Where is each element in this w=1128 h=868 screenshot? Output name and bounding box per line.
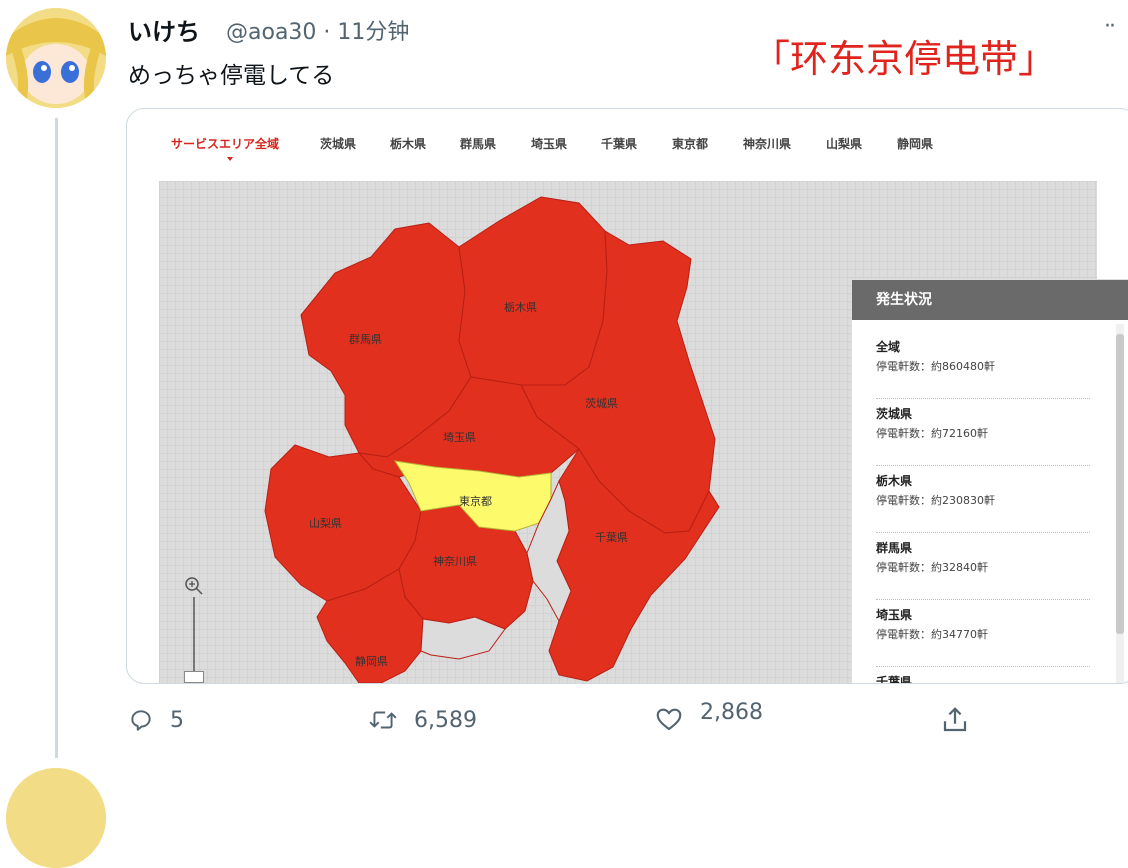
status-panel: 発生状況 全域 停電軒数：約860480軒 茨城県 停電軒数：約72160軒 栃… <box>851 279 1128 684</box>
map-label-gunma: 群馬県 <box>349 332 382 346</box>
nav-tab-saitama[interactable]: 埼玉県 <box>531 137 568 151</box>
reply-avatar-image <box>6 768 106 868</box>
retweet-button[interactable]: 6,589 <box>368 700 477 740</box>
nav-tab-kanagawa[interactable]: 神奈川県 <box>743 137 792 151</box>
nav-tab-yamanashi[interactable]: 山梨県 <box>826 137 863 151</box>
share-button[interactable] <box>940 700 970 740</box>
status-panel-title: 発生状況 <box>852 280 1128 320</box>
retweet-icon <box>369 711 397 729</box>
tweet-actions: 5 6,589 2,868 <box>0 700 1128 750</box>
nav-tab-tokyo[interactable]: 東京都 <box>672 137 709 151</box>
meta-separator: · <box>323 20 331 45</box>
like-count: 2,868 <box>700 699 763 725</box>
map-label-chiba: 千葉県 <box>595 530 628 544</box>
status-count: 停電軒数：約860480軒 <box>876 360 995 373</box>
status-row-saitama[interactable]: 埼玉県 停電軒数：約34770軒 <box>876 600 1090 667</box>
region-nav: サービスエリア全域 茨城県 栃木県 群馬県 埼玉県 千葉県 東京都 神奈川県 山… <box>159 109 1119 181</box>
nav-tab-ibaraki[interactable]: 茨城県 <box>320 137 357 151</box>
map-label-shizuoka: 静岡県 <box>355 654 388 668</box>
status-name: 群馬県 <box>876 541 913 555</box>
nav-tab-gunma[interactable]: 群馬県 <box>460 137 497 151</box>
share-icon <box>943 707 967 732</box>
status-count: 停電軒数：約32840軒 <box>876 561 988 574</box>
like-button[interactable]: 2,868 <box>654 692 763 732</box>
status-name: 栃木県 <box>876 474 913 488</box>
status-row-ibaraki[interactable]: 茨城県 停電軒数：約72160軒 <box>876 399 1090 466</box>
map-label-saitama: 埼玉県 <box>443 430 476 444</box>
nav-tab-shizuoka[interactable]: 静岡県 <box>897 137 934 151</box>
more-options-icon[interactable]: ·· <box>1104 14 1116 39</box>
reply-icon <box>131 710 151 731</box>
status-count: 停電軒数：約230830軒 <box>876 494 995 507</box>
status-row-chiba[interactable]: 千葉県 停電軒数：約41390軒 <box>876 667 1090 684</box>
nav-tab-chiba[interactable]: 千葉県 <box>601 137 638 151</box>
map-label-tokyo: 東京都 <box>459 494 492 508</box>
retweet-count: 6,589 <box>414 707 477 733</box>
author-handle[interactable]: @aoa30 <box>226 20 317 45</box>
zoom-slider-track[interactable] <box>193 597 195 677</box>
tweet-media[interactable]: サービスエリア全域 茨城県 栃木県 群馬県 埼玉県 千葉県 東京都 神奈川県 山… <box>126 108 1128 684</box>
map-zoom-control[interactable] <box>181 573 207 683</box>
active-tab-caret-icon <box>227 157 233 161</box>
reply-count: 5 <box>170 707 184 733</box>
tweet-time[interactable]: 11分钟 <box>337 20 410 45</box>
nav-tab-all[interactable]: サービスエリア全域 <box>171 137 280 151</box>
outage-map[interactable]: 群馬県 栃木県 茨城県 埼玉県 東京都 山梨県 神奈川県 千葉県 静岡県 <box>159 181 1128 683</box>
status-count: 停電軒数：約34770軒 <box>876 628 988 641</box>
avatar[interactable] <box>6 8 106 108</box>
author-name[interactable]: いけち <box>128 18 200 46</box>
map-label-tochigi: 栃木県 <box>504 300 537 314</box>
status-name: 茨城県 <box>876 407 913 421</box>
reply-avatar[interactable] <box>6 768 106 868</box>
map-region-shizuoka <box>316 568 424 683</box>
like-icon <box>656 708 682 731</box>
map-sagami-bay <box>420 616 506 660</box>
status-scrollbar[interactable] <box>1116 324 1124 683</box>
zoom-in-icon[interactable] <box>181 573 207 599</box>
zoom-slider-handle[interactable] <box>184 671 204 683</box>
status-scrollbar-thumb[interactable] <box>1116 334 1124 634</box>
map-label-kanagawa: 神奈川県 <box>433 554 477 568</box>
outage-prefectures <box>264 196 720 683</box>
map-label-yamanashi: 山梨県 <box>309 516 342 530</box>
map-label-ibaraki: 茨城県 <box>585 396 618 410</box>
avatar-image <box>6 8 106 108</box>
overlay-caption: 「环东京停电带」 <box>752 37 1057 81</box>
tweet-text: めっちゃ停電してる <box>128 63 335 89</box>
reply-button[interactable]: 5 <box>128 700 184 740</box>
thread-line <box>55 118 58 758</box>
prefecture-map: 群馬県 栃木県 茨城県 埼玉県 東京都 山梨県 神奈川県 千葉県 静岡県 <box>264 196 720 683</box>
status-count: 停電軒数：約72160軒 <box>876 427 988 440</box>
status-name: 全域 <box>876 340 901 354</box>
status-row-tochigi[interactable]: 栃木県 停電軒数：約230830軒 <box>876 466 1090 533</box>
status-list: 全域 停電軒数：約860480軒 茨城県 停電軒数：約72160軒 栃木県 停電… <box>876 332 1090 684</box>
outage-site-screenshot: サービスエリア全域 茨城県 栃木県 群馬県 埼玉県 千葉県 東京都 神奈川県 山… <box>159 109 1128 683</box>
author-meta: @aoa30 · 11分钟 <box>226 14 409 46</box>
map-region-tochigi <box>458 196 608 386</box>
nav-tab-tochigi[interactable]: 栃木県 <box>390 137 427 151</box>
status-row-all[interactable]: 全域 停電軒数：約860480軒 <box>876 332 1090 399</box>
status-name: 埼玉県 <box>876 608 913 622</box>
status-row-gunma[interactable]: 群馬県 停電軒数：約32840軒 <box>876 533 1090 600</box>
map-tokyo-bay <box>526 479 572 623</box>
status-name: 千葉県 <box>876 675 913 684</box>
